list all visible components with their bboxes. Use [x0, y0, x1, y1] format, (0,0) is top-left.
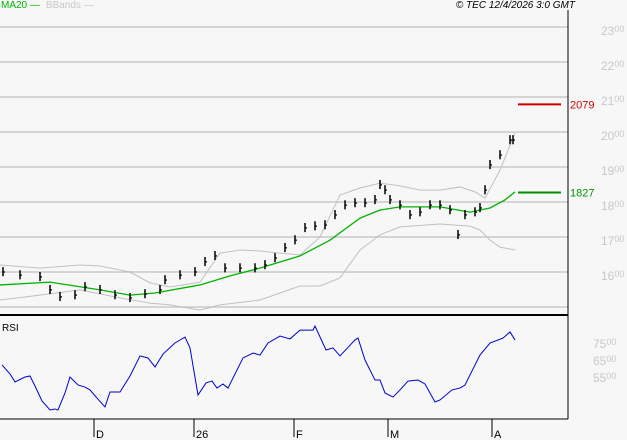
price-tick-label: 2200: [601, 59, 624, 73]
x-tick-label: A: [494, 429, 502, 440]
price-tick-label: 1600: [601, 269, 624, 283]
bollinger-lower-line: [0, 223, 516, 311]
legend-bbands-label: BBands: [45, 0, 81, 11]
rsi-line: [1, 324, 516, 411]
price-tick-label: 2300: [601, 24, 624, 38]
price-tick-label: 1700: [601, 234, 624, 248]
copyright: © TEC 12/4/2026 3:0 GMT: [455, 0, 575, 11]
rsi-label: RSI: [2, 323, 19, 334]
x-tick-label: D: [96, 429, 104, 440]
bollinger-upper-line: [0, 132, 516, 288]
price-tick-label: 2100: [601, 94, 624, 108]
resistance-label: 2079: [570, 99, 594, 111]
rsi-tick-label: 5500: [593, 371, 616, 385]
price-tick-label: 1800: [601, 199, 624, 213]
x-tick-label: M: [390, 429, 399, 440]
support-label: 1827: [570, 188, 594, 200]
x-tick-label: 26: [196, 429, 208, 440]
price-tick-label: 1900: [601, 164, 624, 178]
legend-bbands: BBands —: [45, 0, 94, 11]
rsi-tick-label: 7500: [593, 337, 616, 351]
price-tick-label: 2000: [601, 129, 624, 143]
legend-ma20-label: MA20: [1, 0, 28, 11]
legend-ma20: MA20 —: [1, 0, 40, 11]
x-tick-label: F: [296, 429, 303, 440]
legend: MA20 — BBands —: [1, 0, 94, 11]
ma20-line: [0, 191, 516, 296]
rsi-tick-label: 6500: [593, 354, 616, 368]
